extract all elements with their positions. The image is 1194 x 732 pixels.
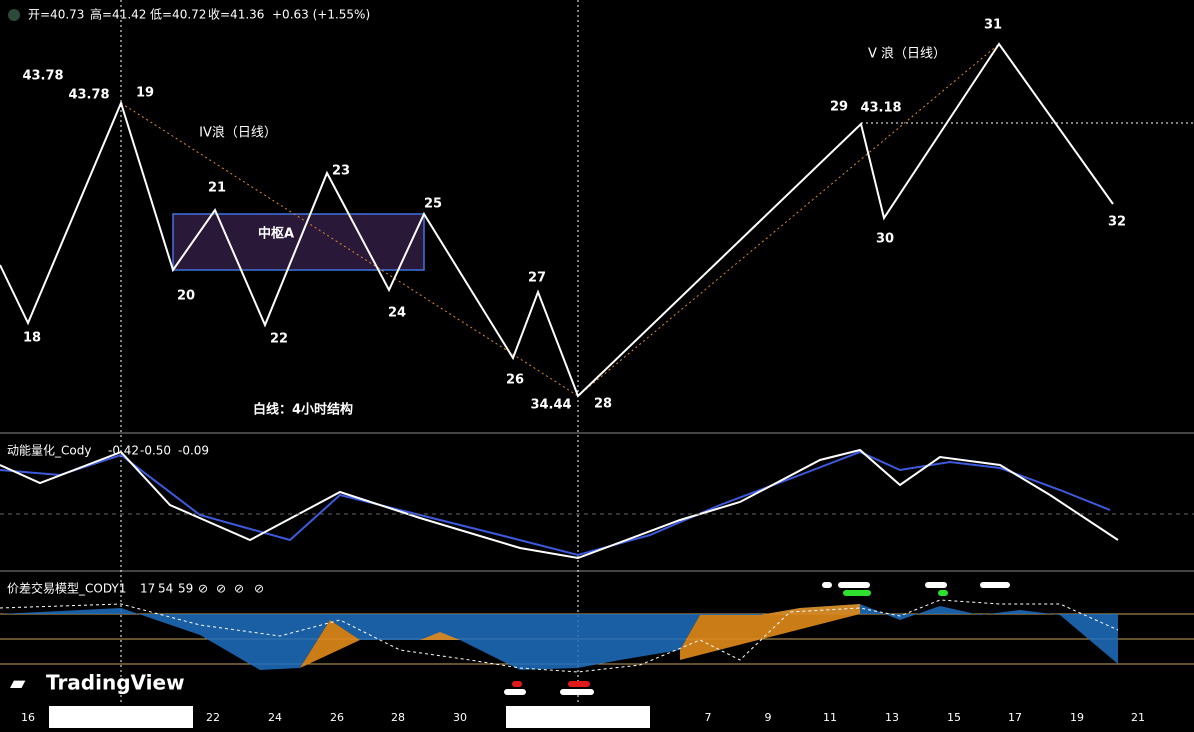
ohlc-value: 收=41.36: [208, 8, 264, 22]
wave-label: 21: [208, 181, 226, 196]
spread-area: [300, 604, 860, 668]
wave-label: 7: [0, 218, 1, 233]
wave-label: 27: [528, 271, 546, 286]
indicator-name: 动能量化_Cody: [7, 444, 91, 458]
x-tick-label: 22: [206, 711, 220, 724]
signal-dot: [560, 689, 594, 695]
ohlc-value: +0.63 (+1.55%): [272, 8, 370, 22]
x-tick-label: 28: [391, 711, 405, 724]
wave-label: 18: [23, 331, 41, 346]
x-tick-label: 17: [1008, 711, 1022, 724]
logo: TradingView: [46, 671, 185, 695]
x-tick-label: 16: [21, 711, 35, 724]
indicator-value: -0.50: [140, 444, 171, 458]
crosshair-label-bg: [506, 706, 650, 728]
annotation: 白线：4小时结构: [253, 402, 353, 418]
logo-mark: ▰: [10, 671, 26, 695]
indicator-value: -0.09: [178, 444, 209, 458]
wave-label: 26: [506, 373, 524, 388]
signal-dot: [938, 590, 948, 596]
spread-area: [0, 604, 1118, 670]
wave-label: 19: [136, 86, 154, 101]
ohlc-value: 开=40.73: [28, 8, 84, 22]
x-tick-label: 19: [1070, 711, 1084, 724]
annotation: 中枢A: [258, 226, 294, 242]
wave-label: 24: [388, 306, 406, 321]
ohlc-value: 低=40.72: [150, 8, 206, 22]
x-tick-label: 11: [823, 711, 837, 724]
trend-line: [577, 43, 1000, 397]
signal-dot: [980, 582, 1010, 588]
annotation: V 浪（日线）: [868, 47, 946, 62]
signal-dot: [822, 582, 832, 588]
price-label: 43.78: [68, 88, 109, 103]
wave-label: 28: [594, 397, 612, 412]
zigzag: [0, 42, 1114, 398]
wave-label: 22: [270, 332, 288, 347]
signal-dot: [512, 681, 522, 687]
indicator-param: ⊘: [254, 582, 264, 596]
indicator-param: ⊘: [198, 582, 208, 596]
wave-label: 23: [332, 164, 350, 179]
wave-label: 25: [424, 197, 442, 212]
x-tick-label: 9: [765, 711, 772, 724]
price-label: 34.44: [530, 398, 571, 413]
annotation: IV浪（日线）: [199, 126, 277, 141]
spread-line: [0, 599, 1119, 673]
indicator-name: 价差交易模型_CODY1: [7, 581, 126, 596]
ohlc-value: 高=41.42: [90, 7, 146, 22]
x-tick-label: 30: [453, 711, 467, 724]
status-icon: [8, 9, 20, 21]
x-tick-label: 7: [705, 711, 712, 724]
signal-dot: [843, 590, 871, 596]
signal-dot: [838, 582, 870, 588]
x-tick-label: 24: [268, 711, 282, 724]
wave-label: 30: [876, 232, 894, 247]
indicator-param: 17: [140, 582, 155, 596]
price-label: 43.18: [860, 101, 901, 116]
wave-label: 32: [1108, 215, 1126, 230]
x-tick-label: 15: [947, 711, 961, 724]
wave-label: 20: [177, 289, 195, 304]
x-tick-label: 26: [330, 711, 344, 724]
price-label: 43.78: [22, 69, 63, 84]
trend-line: [120, 102, 579, 397]
x-tick-label: 13: [885, 711, 899, 724]
wave-label: 31: [984, 18, 1002, 33]
signal-dot: [925, 582, 947, 588]
indicator-param: 54: [158, 582, 173, 596]
momentum-line: [0, 448, 1119, 560]
wave-label: 29: [830, 100, 848, 115]
signal-dot: [504, 689, 526, 695]
indicator-param: ⊘: [216, 582, 226, 596]
indicator-param: 59: [178, 582, 193, 596]
indicator-value: -0.42: [108, 444, 139, 458]
signal-dot: [568, 681, 590, 687]
crosshair-label: 周四 2026-04-02 20:00: [516, 711, 641, 724]
crosshair-label: 周四 2026-03-19 00:00: [59, 711, 184, 724]
crosshair-label-bg: [49, 706, 193, 728]
indicator-param: ⊘: [234, 582, 244, 596]
x-tick-label: 21: [1131, 711, 1145, 724]
